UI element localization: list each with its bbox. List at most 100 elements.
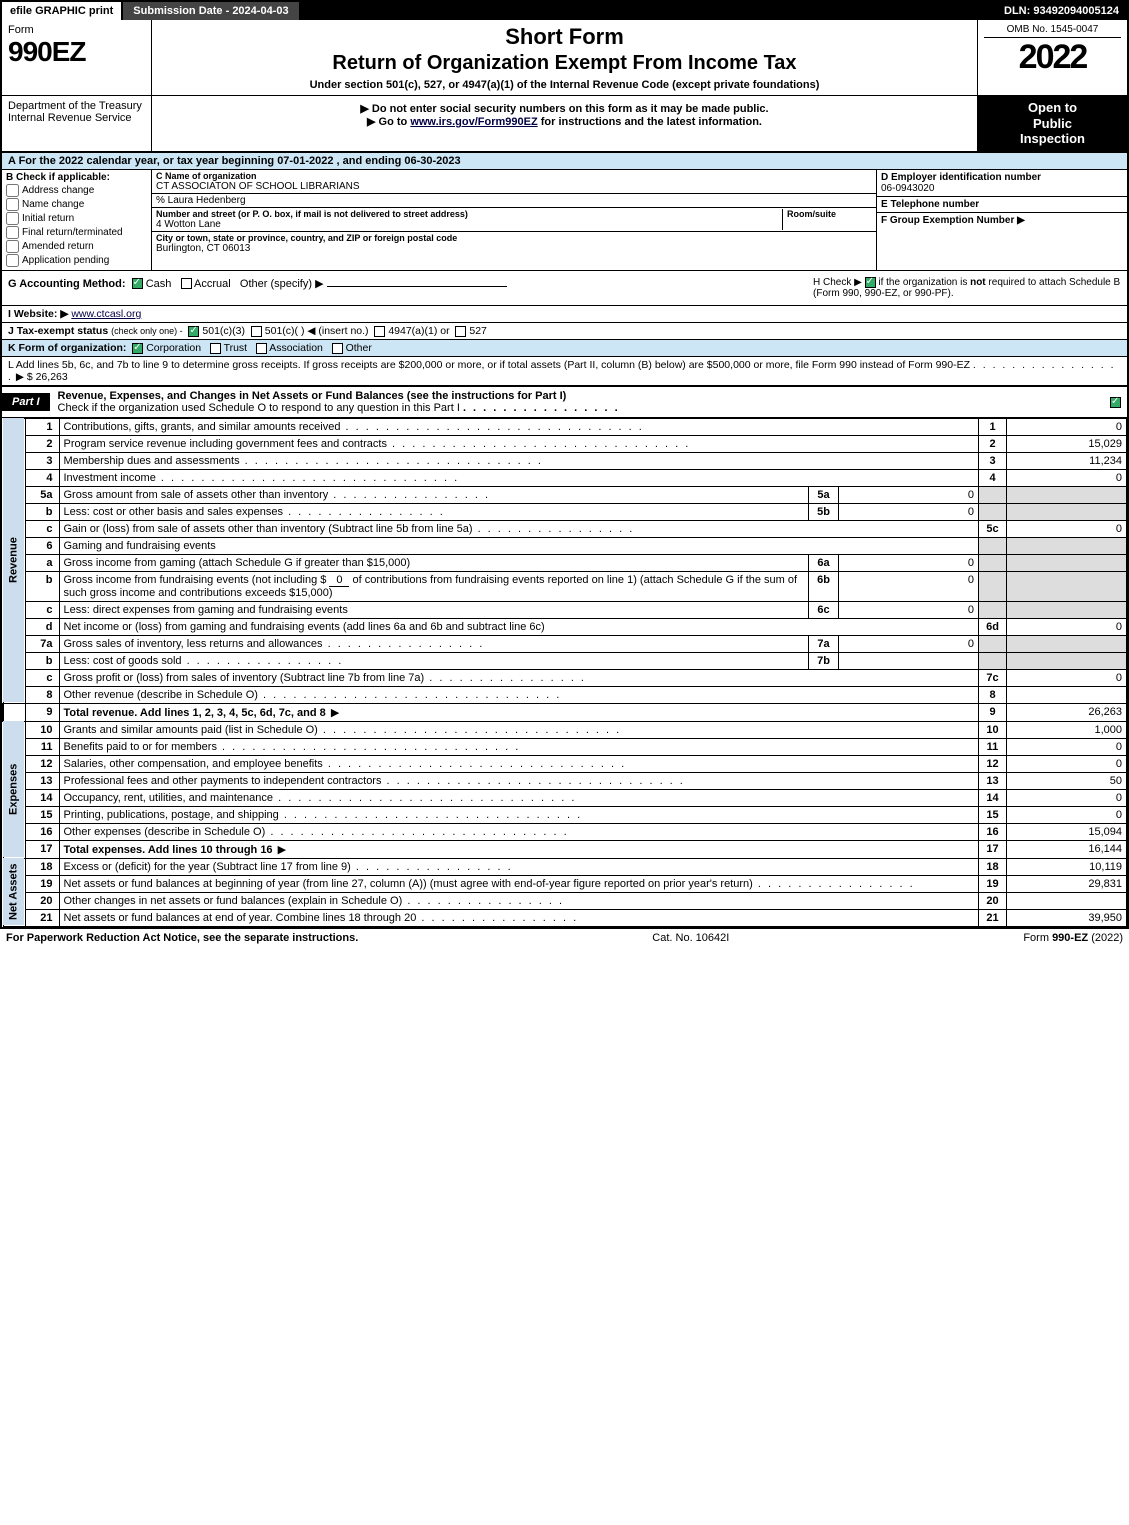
l12-amt: 0: [1007, 755, 1127, 772]
l7b-rn-grey: [979, 652, 1007, 669]
l6a-amt-grey: [1007, 554, 1127, 571]
l1-num: 1: [25, 418, 59, 435]
row-gh: G Accounting Method: Cash Accrual Other …: [2, 271, 1127, 306]
l9-rn: 9: [979, 703, 1007, 721]
chk-initial-return[interactable]: Initial return: [6, 212, 147, 225]
l5a-num: 5a: [25, 486, 59, 503]
l5a-sv: 0: [839, 486, 979, 503]
l18-desc: Excess or (deficit) for the year (Subtra…: [59, 858, 979, 875]
l18-desc-text: Excess or (deficit) for the year (Subtra…: [64, 861, 513, 873]
j-501c: 501(c)( ) ◀ (insert no.): [265, 325, 369, 337]
badge-line3: Inspection: [980, 131, 1125, 147]
row-k-org-form: K Form of organization: Corporation Trus…: [2, 340, 1127, 357]
irs-link[interactable]: www.irs.gov/Form990EZ: [410, 116, 537, 128]
d-ein-label: D Employer identification number: [881, 172, 1123, 183]
h-not: not: [970, 277, 986, 288]
e-phone-label: E Telephone number: [881, 199, 1123, 210]
row-a-tax-year: A For the 2022 calendar year, or tax yea…: [2, 152, 1127, 170]
l10-desc: Grants and similar amounts paid (list in…: [59, 721, 979, 738]
l1-amt: 0: [1007, 418, 1127, 435]
l19-rn: 19: [979, 875, 1007, 892]
footer-right: Form 990-EZ (2022): [1023, 932, 1123, 944]
line-19: 19 Net assets or fund balances at beginn…: [3, 875, 1127, 892]
page-footer: For Paperwork Reduction Act Notice, see …: [0, 929, 1129, 947]
side-netassets: Net Assets: [3, 858, 25, 926]
l14-num: 14: [25, 789, 59, 806]
l21-desc-text: Net assets or fund balances at end of ye…: [64, 912, 579, 924]
l3-desc-text: Membership dues and assessments: [64, 455, 543, 467]
chk-application-pending-label: Application pending: [22, 255, 109, 266]
efile-print-label: efile GRAPHIC print: [2, 2, 123, 20]
c-name-value: CT ASSOCIATON OF SCHOOL LIBRARIANS: [156, 181, 872, 192]
l15-desc: Printing, publications, postage, and shi…: [59, 806, 979, 823]
g-cash-label: Cash: [146, 278, 172, 290]
part-i-title: Revenue, Expenses, and Changes in Net As…: [50, 387, 1104, 417]
header-row-2: Department of the Treasury Internal Reve…: [2, 96, 1127, 152]
line-6a: a Gross income from gaming (attach Sched…: [3, 554, 1127, 571]
l5c-rn: 5c: [979, 520, 1007, 537]
l15-amt: 0: [1007, 806, 1127, 823]
chk-application-pending[interactable]: Application pending: [6, 254, 147, 267]
l21-num: 21: [25, 909, 59, 926]
l7b-num: b: [25, 652, 59, 669]
line-5b: b Less: cost or other basis and sales ex…: [3, 503, 1127, 520]
l7b-desc-text: Less: cost of goods sold: [64, 655, 344, 667]
e-phone-row: E Telephone number: [877, 197, 1127, 213]
l6b-amt-grey: [1007, 571, 1127, 601]
k-trust: Trust: [224, 342, 248, 354]
l11-rn: 11: [979, 738, 1007, 755]
form-number-block: Form 990EZ: [2, 20, 152, 95]
submission-date-label: Submission Date - 2024-04-03: [123, 2, 300, 20]
form-number: 990EZ: [8, 36, 145, 68]
c-street-value: 4 Wotton Lane: [156, 219, 782, 230]
l12-rn: 12: [979, 755, 1007, 772]
h-text3: required to attach Schedule B: [988, 277, 1120, 288]
chk-amended-return[interactable]: Amended return: [6, 240, 147, 253]
l6-amt-grey: [1007, 537, 1127, 554]
chk-address-change-label: Address change: [22, 185, 94, 196]
k-corp: Corporation: [146, 342, 201, 354]
l5c-num: c: [25, 520, 59, 537]
l5a-rn-grey: [979, 486, 1007, 503]
side-gap-9: [3, 703, 25, 721]
l9-dots: [326, 707, 342, 719]
line-11: 11 Benefits paid to or for members 11 0: [3, 738, 1127, 755]
l1-rn: 1: [979, 418, 1007, 435]
line-6d: d Net income or (loss) from gaming and f…: [3, 618, 1127, 635]
l6b-d1: Gross income from fundraising events (no…: [64, 574, 327, 586]
chk-address-change[interactable]: Address change: [6, 184, 147, 197]
g-other-line: [327, 286, 507, 287]
line-20: 20 Other changes in net assets or fund b…: [3, 892, 1127, 909]
title-subtitle: Under section 501(c), 527, or 4947(a)(1)…: [160, 79, 969, 91]
l6-num: 6: [25, 537, 59, 554]
l1-desc-text: Contributions, gifts, grants, and simila…: [64, 421, 644, 433]
line-5c: c Gain or (loss) from sale of assets oth…: [3, 520, 1127, 537]
l13-rn: 13: [979, 772, 1007, 789]
line-16: 16 Other expenses (describe in Schedule …: [3, 823, 1127, 840]
l12-desc: Salaries, other compensation, and employ…: [59, 755, 979, 772]
footer-right-pre: Form: [1023, 932, 1052, 944]
website-link[interactable]: www.ctcasl.org: [71, 308, 141, 320]
l6-rn-grey: [979, 537, 1007, 554]
j-527: 527: [469, 325, 487, 337]
chk-name-change-label: Name change: [22, 199, 84, 210]
l5a-desc: Gross amount from sale of assets other t…: [59, 486, 809, 503]
c-city-row: City or town, state or province, country…: [152, 232, 876, 255]
title-short-form: Short Form: [160, 24, 969, 50]
l6a-rn-grey: [979, 554, 1007, 571]
line-18: Net Assets 18 Excess or (deficit) for th…: [3, 858, 1127, 875]
l14-rn: 14: [979, 789, 1007, 806]
l6c-sv: 0: [839, 601, 979, 618]
g-accrual-label: Accrual: [194, 278, 231, 290]
l6a-sv: 0: [839, 554, 979, 571]
header-notes: ▶ Do not enter social security numbers o…: [152, 96, 977, 151]
l6b-amt0: 0: [329, 574, 349, 587]
chk-final-return[interactable]: Final return/terminated: [6, 226, 147, 239]
l20-amt: [1007, 892, 1127, 909]
c-street-label: Number and street (or P. O. box, if mail…: [156, 209, 782, 219]
chk-name-change[interactable]: Name change: [6, 198, 147, 211]
l4-desc: Investment income: [59, 469, 979, 486]
chk-4947-icon: [374, 326, 385, 337]
l3-amt: 11,234: [1007, 452, 1127, 469]
dept-treasury: Department of the Treasury: [8, 100, 145, 112]
